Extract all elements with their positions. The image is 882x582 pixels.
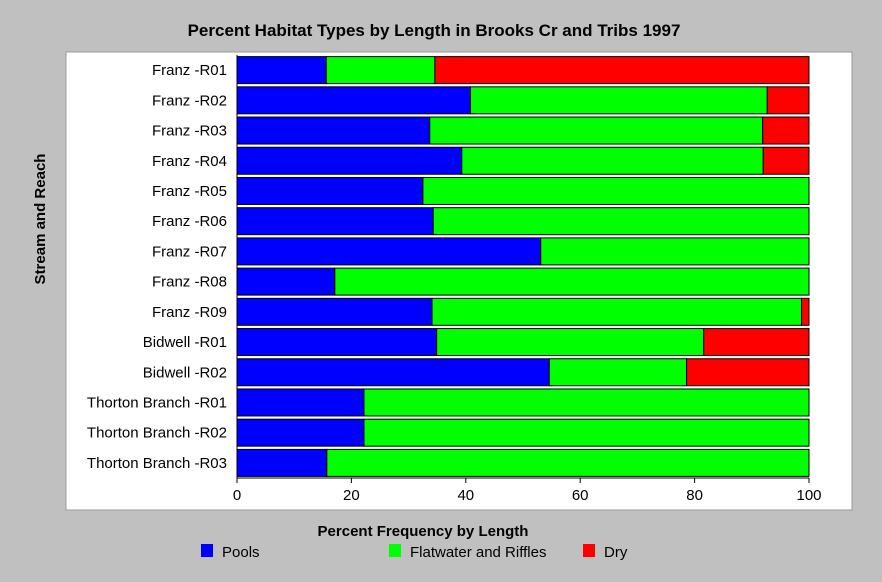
y-tick-label: Franz -R07 — [152, 243, 227, 260]
x-tick-label: 20 — [343, 487, 360, 504]
x-tick-labels: 0 20 40 60 80 100 — [233, 478, 822, 504]
bar-segment-flatwater-and-riffles — [432, 207, 810, 236]
y-tick-label: Bidwell -R01 — [143, 334, 227, 351]
legend-swatch-flatwater-and-riffles — [389, 544, 401, 557]
y-tick-label: Franz -R09 — [152, 304, 227, 321]
bar-segment-flatwater-and-riffles — [422, 176, 810, 205]
y-tick-label: Franz -R08 — [152, 274, 227, 291]
chart-title: Percent Habitat Types by Length in Brook… — [188, 21, 681, 40]
y-axis-label: Stream and Reach — [32, 154, 49, 285]
bar-segment-pools — [236, 448, 328, 477]
bar-segment-flatwater-and-riffles — [469, 86, 768, 115]
bar-segment-pools — [236, 56, 327, 85]
bar-segment-pools — [236, 297, 433, 326]
y-tick-label: Franz -R03 — [152, 123, 227, 140]
legend-label-dry: Dry — [604, 544, 628, 561]
bar-segment-pools — [236, 388, 365, 417]
bar-segment-flatwater-and-riffles — [363, 388, 810, 417]
bar-segment-dry — [766, 86, 810, 115]
y-tick-label: Bidwell -R02 — [143, 364, 227, 381]
legend-swatch-dry — [583, 544, 595, 557]
y-tick-labels: Franz -R01 Franz -R02 Franz -R03 Franz -R04… — [87, 62, 227, 472]
x-tick-label: 40 — [457, 487, 474, 504]
bar-segment-pools — [236, 146, 463, 175]
bar-segment-flatwater-and-riffles — [540, 237, 810, 266]
x-tick-label: 0 — [233, 487, 241, 504]
bar-segment-dry — [762, 116, 810, 145]
bar-segment-pools — [236, 237, 542, 266]
bar-segment-flatwater-and-riffles — [461, 146, 764, 175]
x-tick-label: 80 — [686, 487, 703, 504]
bar-segment-flatwater-and-riffles — [548, 358, 688, 387]
bar-segment-flatwater-and-riffles — [436, 328, 705, 357]
y-tick-label: Franz -R06 — [152, 213, 227, 230]
legend: Pools Flatwater and Riffles Dry — [201, 544, 628, 561]
bar-segment-dry — [762, 146, 810, 175]
legend-label-pools: Pools — [222, 544, 260, 561]
x-axis-label: Percent Frequency by Length — [318, 523, 529, 540]
bars-layer — [236, 56, 810, 477]
legend-swatch-pools — [201, 544, 213, 557]
bar-segment-pools — [236, 267, 336, 296]
bar-segment-dry — [686, 358, 810, 387]
y-tick-label: Thorton Branch -R01 — [87, 394, 227, 411]
bar-segment-pools — [236, 328, 438, 357]
bar-segment-flatwater-and-riffles — [363, 418, 810, 447]
y-tick-label: Franz -R05 — [152, 183, 227, 200]
x-tick-label: 100 — [796, 487, 821, 504]
x-tick-label: 60 — [572, 487, 589, 504]
bar-segment-flatwater-and-riffles — [325, 56, 436, 85]
bar-segment-flatwater-and-riffles — [431, 297, 803, 326]
bar-segment-pools — [236, 86, 471, 115]
bar-segment-flatwater-and-riffles — [334, 267, 810, 296]
y-tick-label: Franz -R02 — [152, 92, 227, 109]
legend-label-flatwater-and-riffles: Flatwater and Riffles — [410, 544, 546, 561]
bar-segment-pools — [236, 358, 550, 387]
y-tick-label: Franz -R01 — [152, 62, 227, 79]
bar-segment-flatwater-and-riffles — [326, 448, 810, 477]
y-tick-label: Franz -R04 — [152, 153, 227, 170]
bar-segment-pools — [236, 418, 365, 447]
bar-segment-dry — [703, 328, 810, 357]
bar-segment-dry — [801, 297, 810, 326]
y-tick-label: Thorton Branch -R02 — [87, 425, 227, 442]
bar-segment-flatwater-and-riffles — [429, 116, 764, 145]
bar-segment-pools — [236, 207, 434, 236]
bar-segment-pools — [236, 176, 424, 205]
bar-segment-dry — [434, 56, 810, 85]
bar-segment-pools — [236, 116, 431, 145]
y-tick-label: Thorton Branch -R03 — [87, 455, 227, 472]
